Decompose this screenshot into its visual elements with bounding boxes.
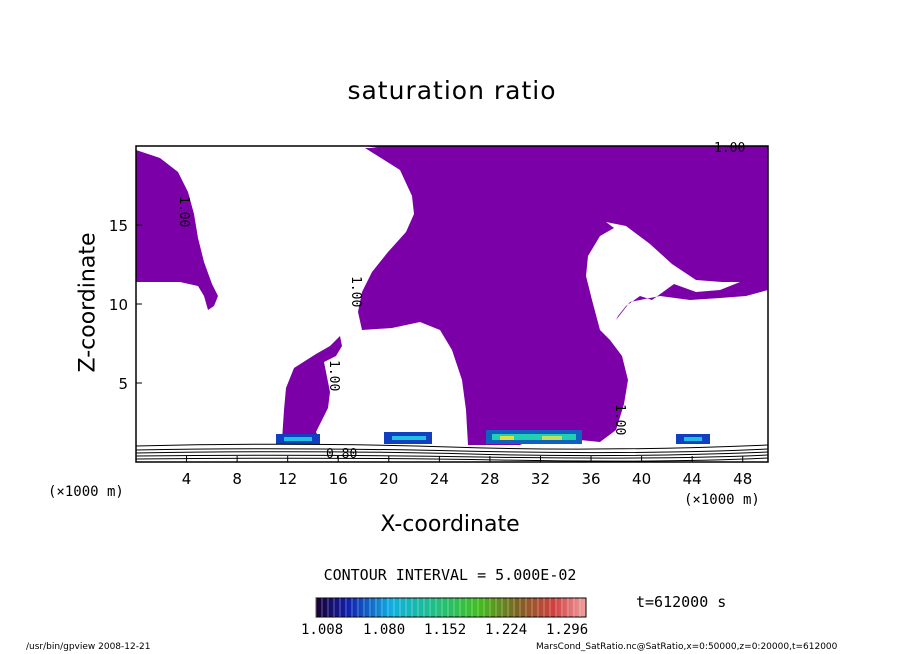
hotspot	[684, 437, 702, 441]
x-tick-label: 36	[581, 470, 600, 488]
x-tick-label: 48	[733, 470, 752, 488]
colorbar-tick: 1.224	[485, 622, 528, 638]
x-unit-label: (×1000 m)	[684, 492, 760, 508]
x-tick-label: 8	[232, 470, 242, 488]
x-tick-label: 4	[182, 470, 192, 488]
contour-label: 1.00	[176, 196, 191, 227]
y-unit-label: (×1000 m)	[48, 484, 124, 500]
chart-title: saturation ratio	[347, 76, 557, 105]
surface-contour-lines	[136, 443, 768, 462]
y-tick-label: 5	[118, 375, 128, 393]
x-axis-label: X-coordinate	[380, 512, 520, 537]
x-axis: 4 8 12 16 20 24 28 32 36 40 44 48	[182, 456, 752, 488]
y-axis-label: Z-coordinate	[75, 232, 101, 373]
x-tick-label: 20	[379, 470, 398, 488]
contour-label: 0.80	[326, 447, 357, 462]
contour-label: 1.00	[714, 141, 745, 156]
hotspot	[492, 434, 576, 440]
saturated-region-left	[136, 150, 218, 310]
footer-left: /usr/bin/gpview 2008-12-21	[26, 642, 151, 652]
hotspot	[500, 436, 514, 440]
contour-fill-group	[136, 146, 768, 462]
saturated-region-center	[358, 148, 768, 445]
x-tick-label: 44	[683, 470, 702, 488]
colorbar-tick: 1.008	[301, 622, 344, 638]
hotspot	[284, 437, 312, 441]
y-tick-label: 15	[109, 217, 128, 235]
hotspot	[542, 436, 562, 440]
colorbar-stripes	[315, 598, 581, 617]
x-tick-label: 12	[278, 470, 297, 488]
time-label: t=612000 s	[636, 593, 727, 611]
colorbar-tick: 1.080	[363, 622, 406, 638]
contour-interval: CONTOUR INTERVAL = 5.000E-02	[323, 566, 577, 584]
x-tick-label: 40	[632, 470, 651, 488]
colorbar-tick: 1.296	[546, 622, 589, 638]
x-tick-label: 32	[531, 470, 550, 488]
y-tick-label: 10	[109, 296, 128, 314]
contour-label: 1.00	[326, 360, 341, 391]
saturated-region-right	[616, 282, 768, 320]
footer-right: MarsCond_SatRatio.nc@SatRatio,x=0:50000,…	[536, 642, 838, 652]
y-axis: 5 10 15	[109, 217, 142, 393]
x-tick-label: 24	[430, 470, 449, 488]
x-tick-label: 16	[329, 470, 348, 488]
colorbar	[315, 597, 587, 618]
contour-label: 1.00	[348, 276, 363, 307]
colorbar-tick: 1.152	[424, 622, 467, 638]
x-tick-label: 28	[480, 470, 499, 488]
saturated-region-tower	[282, 336, 342, 440]
contour-label: 1.00	[612, 404, 627, 435]
hotspot	[392, 436, 426, 440]
